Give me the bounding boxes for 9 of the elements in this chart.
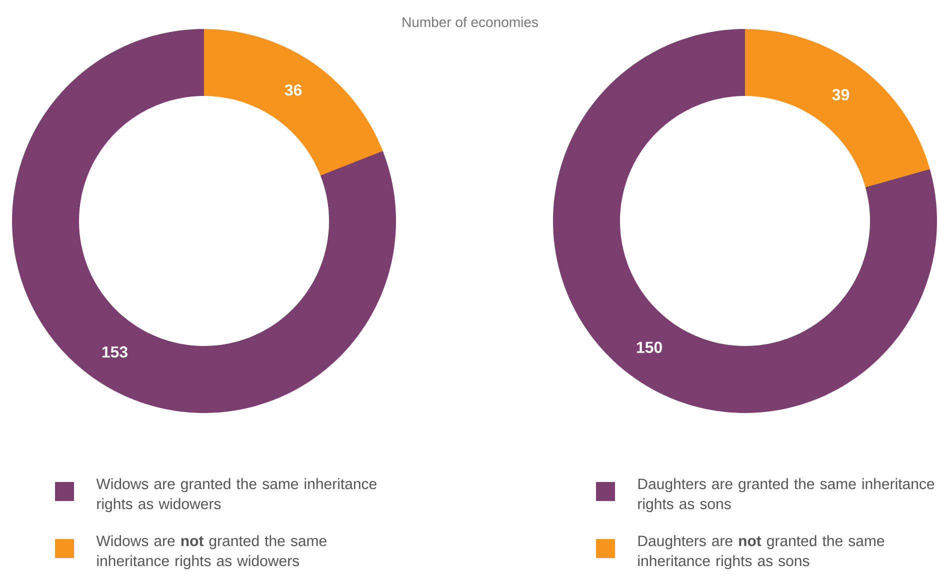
data-label: 39 [832,88,850,100]
data-label: 153 [102,346,128,358]
legend-label: Daughters are not granted the same inheritance rights as sons [638,535,884,570]
text: Number of economies [402,16,538,28]
data-label: 36 [284,84,302,96]
data-label: 150 [636,342,662,353]
legend-label: Widows are not granted the same inheritance rights as widowers [96,535,326,570]
legend-label: Widows are granted the same inheritance rights as widowers [96,478,376,512]
legend-label: Daughters are granted the same inheritance rights as sons [638,478,934,512]
